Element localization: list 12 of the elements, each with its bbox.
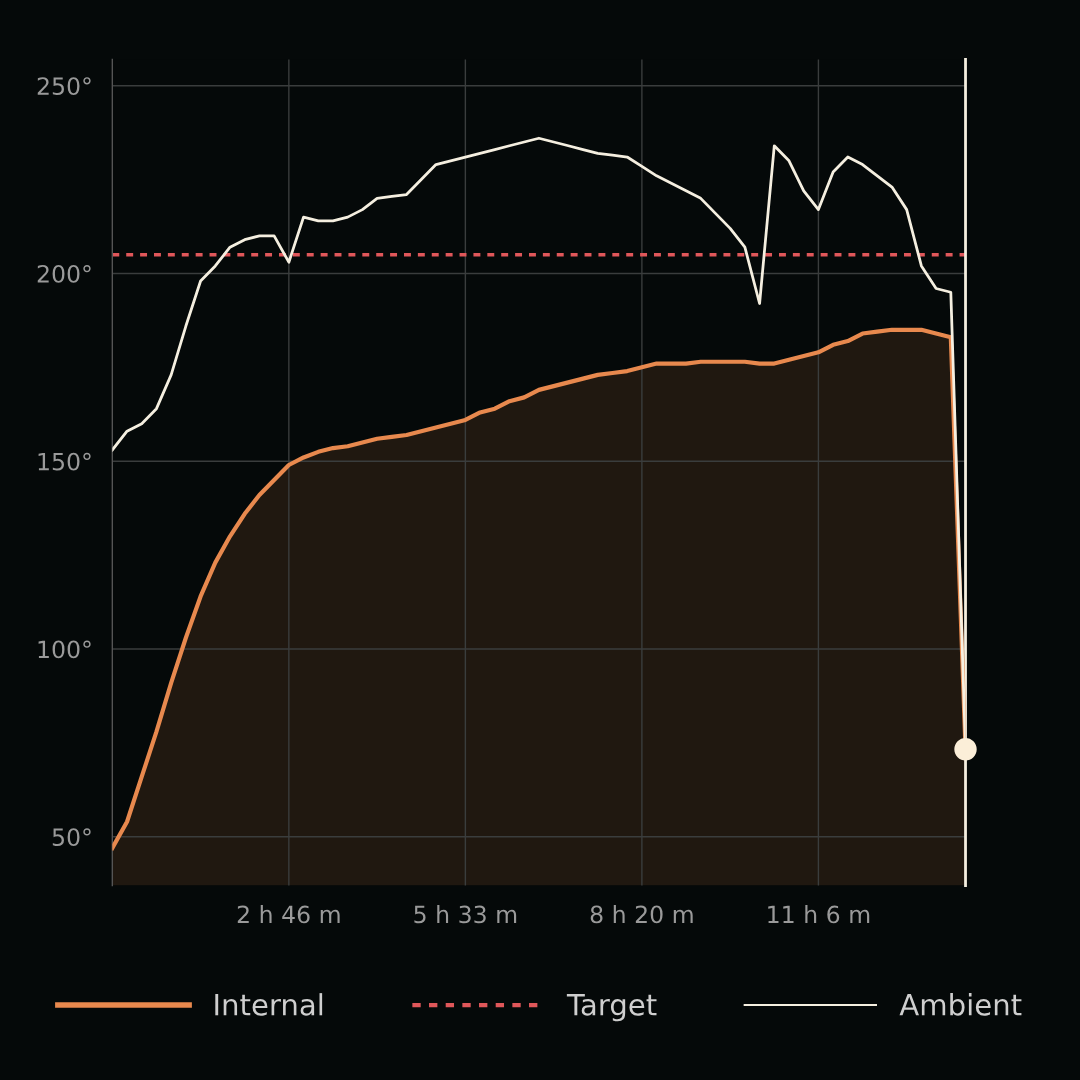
y-tick-label: 100° [38, 640, 91, 659]
legend-label: Internal [215, 993, 323, 1016]
x-tick-label: 5 h 33 m [414, 905, 517, 924]
y-tick-label: 150° [38, 452, 91, 471]
x-tick-label: 2 h 46 m [237, 905, 340, 924]
y-tick-label: 200° [37, 264, 91, 283]
x-tick-label: 8 h 20 m [590, 905, 693, 924]
legend-label: Ambient [899, 993, 1022, 1016]
x-tick-label: 11 h 6 m [768, 905, 870, 924]
legend-label: Target [566, 994, 657, 1022]
y-tick-label: 250° [37, 77, 91, 95]
y-tick-label: 50° [52, 828, 91, 847]
